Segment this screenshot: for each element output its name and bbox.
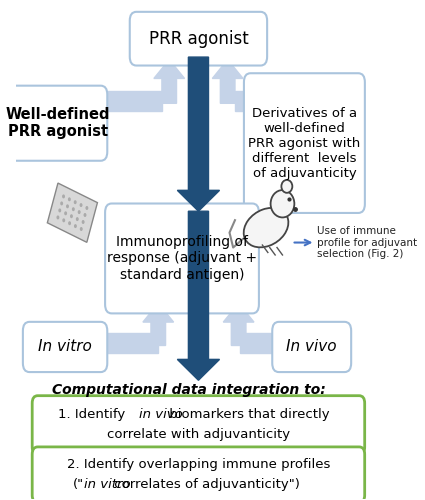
- FancyArrow shape: [212, 60, 243, 104]
- Text: In vivo: In vivo: [286, 340, 337, 354]
- Circle shape: [66, 204, 69, 208]
- Text: Computational data integration to:: Computational data integration to:: [52, 383, 326, 397]
- Text: Derivatives of a
well-defined
PRR agonist with
different  levels
of adjuvanticit: Derivatives of a well-defined PRR agonis…: [248, 106, 360, 180]
- FancyBboxPatch shape: [272, 322, 351, 372]
- Circle shape: [79, 203, 82, 207]
- Circle shape: [82, 220, 85, 224]
- Bar: [102, 333, 158, 353]
- FancyArrow shape: [177, 211, 220, 380]
- Circle shape: [62, 218, 65, 222]
- Text: in vitro: in vitro: [85, 478, 131, 491]
- Text: (": (": [72, 478, 84, 491]
- Ellipse shape: [244, 208, 289, 248]
- Text: correlate with adjuvanticity: correlate with adjuvanticity: [107, 428, 290, 442]
- Text: in vivo: in vivo: [139, 408, 183, 420]
- Text: Well-defined
PRR agonist: Well-defined PRR agonist: [6, 107, 110, 140]
- Circle shape: [85, 206, 88, 210]
- Circle shape: [74, 224, 77, 228]
- Text: correlates of adjuvanticity"): correlates of adjuvanticity"): [110, 478, 300, 491]
- FancyBboxPatch shape: [8, 86, 107, 160]
- Circle shape: [57, 216, 60, 220]
- Circle shape: [76, 217, 79, 221]
- Ellipse shape: [281, 180, 292, 193]
- Text: 2. Identify overlapping immune profiles: 2. Identify overlapping immune profiles: [67, 458, 330, 471]
- Bar: [241, 333, 284, 353]
- Text: Use of immune
profile for adjuvant
selection (Fig. 2): Use of immune profile for adjuvant selec…: [317, 226, 417, 259]
- FancyBboxPatch shape: [32, 396, 365, 454]
- Circle shape: [72, 207, 75, 211]
- FancyBboxPatch shape: [32, 447, 365, 500]
- Text: biomarkers that directly: biomarkers that directly: [165, 408, 329, 420]
- Text: Immunoprofiling of
response (adjuvant +
standard antigen): Immunoprofiling of response (adjuvant + …: [107, 236, 257, 282]
- Circle shape: [62, 194, 65, 198]
- FancyBboxPatch shape: [23, 322, 107, 372]
- Bar: [87, 91, 162, 111]
- Circle shape: [68, 221, 71, 225]
- FancyBboxPatch shape: [244, 73, 365, 213]
- Circle shape: [70, 214, 73, 218]
- Text: PRR agonist: PRR agonist: [149, 30, 248, 48]
- FancyArrow shape: [154, 60, 184, 104]
- FancyBboxPatch shape: [105, 204, 259, 314]
- FancyArrow shape: [177, 57, 220, 211]
- Text: In vitro: In vitro: [38, 340, 92, 354]
- FancyArrow shape: [223, 303, 254, 346]
- FancyArrow shape: [143, 303, 173, 346]
- Ellipse shape: [271, 190, 295, 218]
- FancyBboxPatch shape: [130, 12, 267, 66]
- Circle shape: [74, 200, 76, 204]
- Circle shape: [84, 213, 86, 217]
- Circle shape: [80, 227, 83, 231]
- Circle shape: [60, 202, 63, 205]
- Text: 1. Identify: 1. Identify: [58, 408, 129, 420]
- Circle shape: [64, 212, 67, 216]
- Polygon shape: [47, 183, 97, 242]
- Bar: [235, 91, 308, 111]
- Circle shape: [68, 198, 71, 202]
- Circle shape: [58, 208, 61, 212]
- Circle shape: [78, 210, 81, 214]
